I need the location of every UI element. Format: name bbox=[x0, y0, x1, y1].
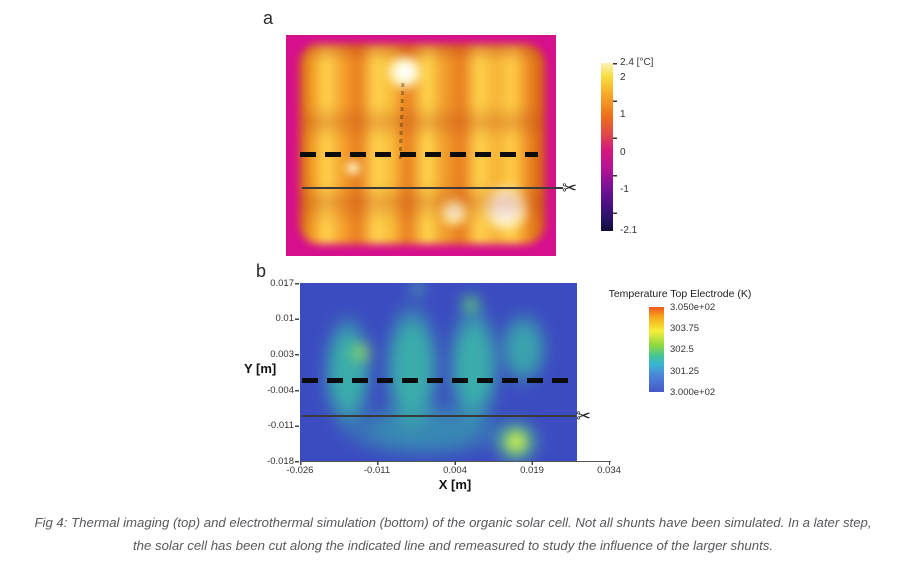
colorbar-b bbox=[649, 307, 664, 392]
x-axis-title: X [m] bbox=[438, 477, 472, 492]
legend-title: Temperature Top Electrode (K) bbox=[608, 288, 752, 300]
panel-b-label: b bbox=[256, 261, 267, 281]
panel-a-label: a bbox=[263, 8, 274, 28]
colorbar-b-tick-label: 301.25 bbox=[670, 366, 700, 377]
x-tick-label: 0.004 bbox=[443, 465, 467, 476]
colorbar-a-tick-label: 1 bbox=[620, 109, 626, 120]
y-axis-title: Y [m] bbox=[244, 361, 277, 376]
simulated-temperature-pattern bbox=[300, 283, 577, 461]
caption-line-2: the solar cell has been cut along the in… bbox=[133, 538, 773, 553]
colorbar-a-tick-label: 0 bbox=[620, 147, 626, 158]
x-tick-label: -0.026 bbox=[286, 465, 314, 476]
y-tick-label: -0.018 bbox=[267, 456, 294, 467]
x-tick-label: 0.019 bbox=[520, 465, 544, 476]
colorbar-a-tick-label: -1 bbox=[620, 184, 629, 195]
thermal-image bbox=[286, 35, 556, 256]
simulation-heatmap bbox=[300, 283, 577, 461]
colorbar-b-tick-label: 303.75 bbox=[670, 323, 700, 334]
colorbar-a-max-label: 2.4 [°C] bbox=[620, 57, 654, 68]
y-tick-label: -0.004 bbox=[267, 385, 294, 396]
thin-cut-line-a bbox=[302, 187, 563, 189]
colorbar-b-tick-label: 3.050e+02 bbox=[670, 302, 716, 313]
y-tick-label: 0.017 bbox=[270, 278, 294, 289]
y-axis-ticks bbox=[295, 283, 299, 463]
colorbar-a-tick-label: -2.1 bbox=[620, 225, 638, 236]
colorbar-a-ticks bbox=[613, 63, 617, 232]
x-tick-label: 0.034 bbox=[597, 465, 621, 476]
caption-line-1: Fig 4: Thermal imaging (top) and electro… bbox=[34, 515, 872, 530]
dashed-cut-line-a bbox=[300, 152, 538, 157]
thin-cut-line-b bbox=[302, 415, 576, 417]
dashed-cut-line-b bbox=[302, 378, 570, 383]
y-tick-label: 0.003 bbox=[270, 349, 294, 360]
scissors-icon: ✂ bbox=[576, 406, 592, 426]
colorbar-a-tick-label: 2 bbox=[620, 72, 626, 83]
y-tick-label: -0.011 bbox=[267, 420, 294, 431]
colorbar-b-tick-label: 3.000e+02 bbox=[670, 387, 716, 398]
figure-caption: Fig 4: Thermal imaging (top) and electro… bbox=[0, 511, 906, 557]
x-tick-label: -0.011 bbox=[363, 465, 391, 476]
colorbar-a bbox=[601, 63, 613, 231]
x-axis-ticks bbox=[300, 461, 610, 465]
colorbar-b-tick-label: 302.5 bbox=[670, 344, 694, 355]
y-tick-label: 0.01 bbox=[275, 313, 295, 324]
solar-cell-thermal-pattern bbox=[299, 44, 545, 244]
scissors-icon: ✂ bbox=[562, 178, 578, 198]
